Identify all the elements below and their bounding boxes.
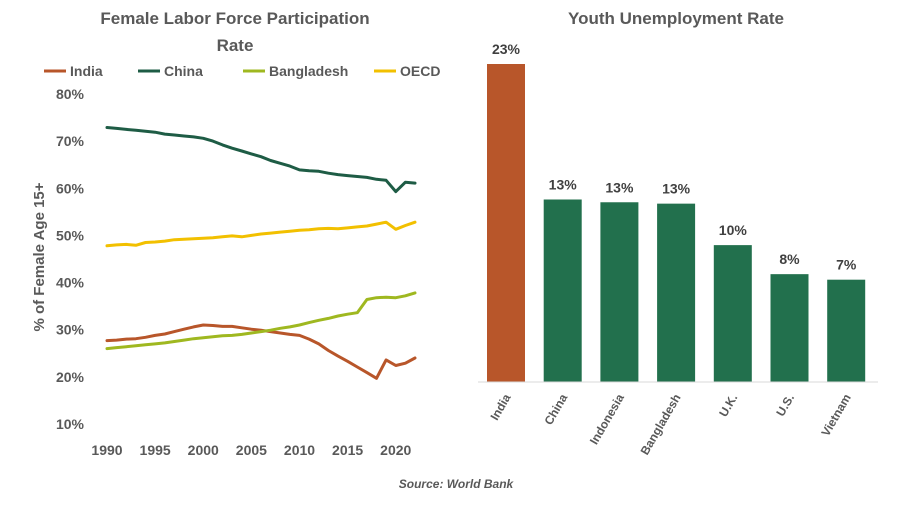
- bar-china: [543, 199, 582, 382]
- x-tick-label: 2015: [332, 442, 363, 458]
- legend-label: OECD: [400, 63, 440, 79]
- bar-chart-title: Youth Unemployment Rate: [568, 9, 784, 28]
- line-chart-legend: India China Bangladesh OECD: [44, 63, 440, 79]
- line-chart-x-ticks: 1990 1995 2000 2005 2010 2015 2020: [91, 442, 411, 458]
- bar-category-label: Indonesia: [587, 391, 627, 447]
- x-tick-label: 2020: [380, 442, 411, 458]
- y-tick-label: 60%: [56, 180, 85, 196]
- line-chart-y-axis-label: % of Female Age 15+: [31, 182, 48, 331]
- bar-value-label: 13%: [605, 179, 634, 195]
- bar-india: [487, 64, 525, 382]
- y-tick-label: 20%: [56, 369, 85, 385]
- legend-item-oecd: OECD: [374, 63, 440, 79]
- legend-label: India: [70, 63, 103, 79]
- bar-bangladesh: [657, 203, 696, 382]
- bar-value-label: 13%: [549, 176, 578, 192]
- bar-category-label: Vietnam: [818, 392, 853, 439]
- x-tick-label: 2000: [188, 442, 219, 458]
- y-tick-label: 10%: [56, 416, 85, 432]
- bar-chart: Youth Unemployment Rate 23% India 13% China…: [478, 9, 878, 457]
- legend-item-india: India: [44, 63, 103, 79]
- line-chart: Female Labor Force Participation Rate In…: [31, 9, 440, 458]
- line-chart-y-ticks: 10% 20% 30% 40% 50% 60% 70% 80%: [56, 86, 85, 432]
- bar-value-label: 13%: [662, 181, 691, 197]
- series-line-oecd: [105, 220, 417, 248]
- x-tick-label: 1995: [140, 442, 171, 458]
- bar-vietnam: [827, 279, 866, 382]
- y-tick-label: 50%: [56, 227, 85, 243]
- line-chart-series: [105, 126, 417, 380]
- bar-category-label: Bangladesh: [638, 392, 684, 458]
- legend-item-bangladesh: Bangladesh: [243, 63, 348, 79]
- bar-category-label: China: [542, 391, 571, 427]
- bar-value-label: 7%: [836, 257, 857, 273]
- x-tick-label: 2005: [236, 442, 267, 458]
- bar-category-label: U.K.: [716, 392, 740, 420]
- bar-chart-bars: 23% India 13% China 13% Indonesia 13% Banglades…: [487, 41, 866, 458]
- bar-category-label: India: [487, 391, 513, 423]
- bar-value-label: 8%: [779, 251, 800, 267]
- bar-category-label: U.S.: [773, 392, 797, 419]
- series-line-bangladesh: [105, 291, 417, 351]
- x-tick-label: 2010: [284, 442, 315, 458]
- y-tick-label: 70%: [56, 133, 85, 149]
- legend-label: Bangladesh: [269, 63, 348, 79]
- bar-us: [770, 274, 809, 382]
- line-chart-title-line-2: Rate: [217, 36, 254, 55]
- y-tick-label: 80%: [56, 86, 85, 102]
- bar-value-label: 23%: [492, 41, 521, 57]
- bar-value-label: 10%: [719, 222, 748, 238]
- series-line-china: [105, 126, 417, 194]
- y-tick-label: 30%: [56, 322, 85, 338]
- source-note: Source: World Bank: [399, 477, 515, 491]
- bar-indonesia: [600, 202, 639, 382]
- legend-item-china: China: [138, 63, 203, 79]
- x-tick-label: 1990: [91, 442, 122, 458]
- bar-uk: [713, 245, 752, 382]
- line-chart-title-line-1: Female Labor Force Participation: [100, 9, 369, 28]
- legend-label: China: [164, 63, 203, 79]
- y-tick-label: 40%: [56, 275, 85, 291]
